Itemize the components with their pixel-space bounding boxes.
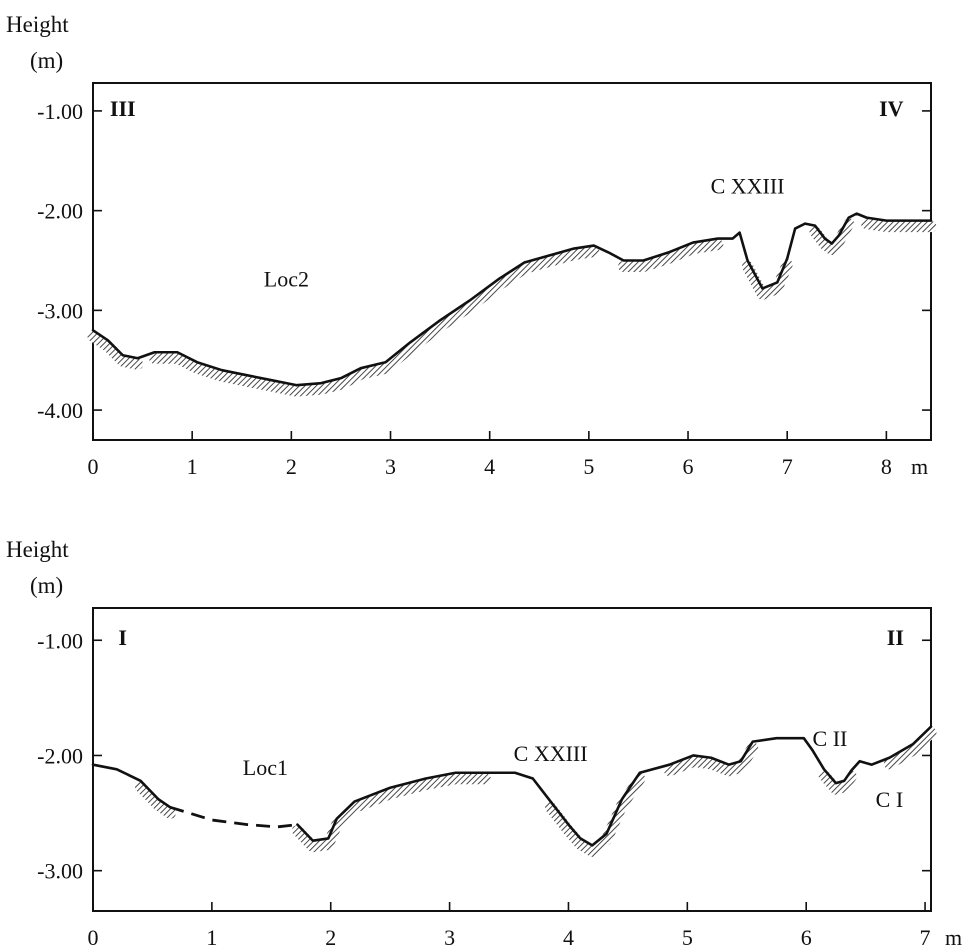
profile-hatch [818,769,857,795]
x-tick-label: 7 [920,925,931,950]
corner-label: I [118,625,127,650]
profile-line [91,763,172,809]
x-axis-ticks: 0 1 2 3 4 5 6 7 [88,902,931,950]
profile-hatch [87,330,144,370]
x-tick-label: 2 [286,454,297,479]
plot-frame [92,82,932,441]
y-axis-label: Height [6,12,69,37]
y-tick-label: -3.00 [37,859,83,884]
y-tick-label: -2.00 [37,743,83,768]
x-tick-label: 5 [583,454,594,479]
corner-label: IV [879,96,904,121]
annotations: Loc2 C XXIII [264,174,785,292]
annotation-label: C I [876,787,904,812]
profile-series [91,725,937,857]
x-tick-label: 3 [385,454,396,479]
annotation-label: C XXIII [711,174,785,199]
profile-line [91,212,933,387]
profile-series [87,212,937,397]
plot-frame [92,607,932,912]
profile-gap-dashed [169,805,298,829]
y-axis-ticks: -1.00 -2.00 -3.00 -4.00 [37,99,931,423]
profile-hatch [291,773,491,853]
x-tick-label: 7 [782,454,793,479]
x-tick-label: 0 [88,454,99,479]
annotation-label: C II [813,726,848,751]
corner-label: III [110,96,136,121]
profile-hatch [618,239,724,273]
corner-label: II [887,625,904,650]
profile-panel-upper: Height (m) -1.00 -2.00 -3.00 -4.00 0 1 2 3 4 5 6 7… [6,12,937,479]
profile-hatch [742,259,793,300]
x-tick-label: 2 [325,925,336,950]
annotations: Loc1 C XXIII C II C I [243,726,903,812]
profile-hatch [861,218,937,233]
y-tick-label: -3.00 [37,298,83,323]
profile-hatch [135,781,176,819]
x-tick-label: 4 [563,925,574,950]
y-tick-label: -1.00 [37,99,83,124]
x-tick-label: 8 [881,454,892,479]
x-tick-label: 1 [187,454,198,479]
y-axis-ticks: -1.00 -2.00 -3.00 [37,628,931,884]
x-tick-label: 6 [801,925,812,950]
y-tick-label: -2.00 [37,199,83,224]
x-axis-unit: m [911,454,928,479]
y-axis-unit: (m) [30,573,63,598]
x-tick-label: 3 [444,925,455,950]
profile-line [296,725,933,847]
profile-hatch [663,742,759,777]
x-axis-unit: m [945,925,962,950]
corner-labels: III IV [110,96,904,121]
profile-hatch [545,773,646,857]
y-tick-label: -4.00 [37,398,83,423]
annotation-label: Loc2 [264,266,309,291]
y-tick-label: -1.00 [37,628,83,653]
x-tick-label: 0 [88,925,99,950]
corner-labels: I II [118,625,903,650]
x-tick-label: 1 [206,925,217,950]
y-axis-label: Height [6,537,69,562]
x-axis-ticks: 0 1 2 3 4 5 6 7 8 [88,431,892,479]
profile-hatch [148,246,600,397]
profile-hatch [883,727,937,770]
y-axis-unit: (m) [30,48,63,73]
x-tick-label: 5 [682,925,693,950]
profile-hatch [809,218,855,256]
annotation-label: Loc1 [243,755,288,780]
x-tick-label: 4 [484,454,495,479]
annotation-label: C XXIII [514,741,588,766]
x-tick-label: 6 [683,454,694,479]
